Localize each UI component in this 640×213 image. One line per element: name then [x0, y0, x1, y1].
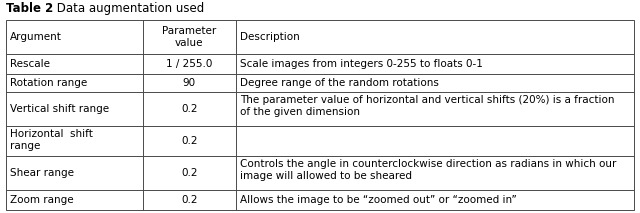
Text: Rotation range: Rotation range: [10, 78, 87, 88]
Text: Vertical shift range: Vertical shift range: [10, 104, 109, 114]
Text: Shear range: Shear range: [10, 168, 74, 178]
Text: Table 2: Table 2: [6, 2, 53, 15]
Text: Parameter
value: Parameter value: [163, 26, 216, 48]
Text: 0.2: 0.2: [181, 195, 198, 205]
Text: Scale images from integers 0-255 to floats 0-1: Scale images from integers 0-255 to floa…: [240, 59, 483, 69]
Text: 0.2: 0.2: [181, 168, 198, 178]
Text: Allows the image to be “zoomed out” or “zoomed in”: Allows the image to be “zoomed out” or “…: [240, 195, 516, 205]
Text: : Data augmentation used: : Data augmentation used: [49, 2, 204, 15]
Text: Rescale: Rescale: [10, 59, 50, 69]
Text: Argument: Argument: [10, 32, 62, 42]
Text: Horizontal  shift
range: Horizontal shift range: [10, 129, 93, 151]
Text: 90: 90: [183, 78, 196, 88]
Text: 0.2: 0.2: [181, 104, 198, 114]
Text: Degree range of the random rotations: Degree range of the random rotations: [240, 78, 439, 88]
Text: The parameter value of horizontal and vertical shifts (20%) is a fraction
of the: The parameter value of horizontal and ve…: [240, 95, 614, 117]
Text: Zoom range: Zoom range: [10, 195, 74, 205]
Text: Description: Description: [240, 32, 300, 42]
Text: 1 / 255.0: 1 / 255.0: [166, 59, 212, 69]
Text: 0.2: 0.2: [181, 136, 198, 146]
Text: Controls the angle in counterclockwise direction as radians in which our
image w: Controls the angle in counterclockwise d…: [240, 159, 616, 181]
Bar: [6, 20, 634, 210]
